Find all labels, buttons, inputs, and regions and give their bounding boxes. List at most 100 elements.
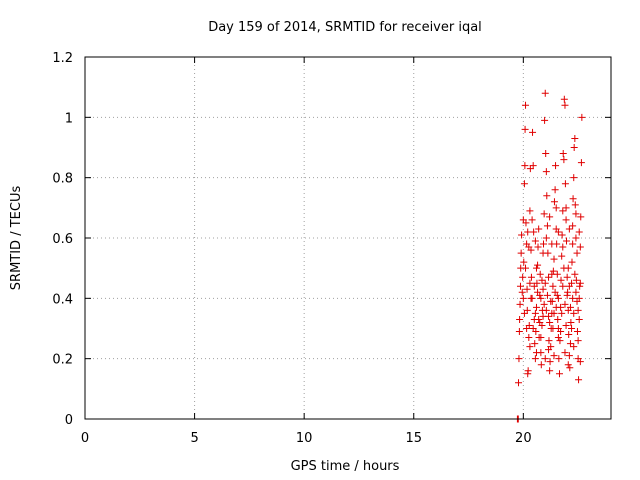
data-point [575,315,583,323]
y-tick-label: 0.4 [52,292,73,307]
data-point [572,210,580,218]
data-point [534,288,542,296]
data-point [552,204,560,212]
data-point [545,273,553,281]
data-point [516,300,524,308]
chart-title: Day 159 of 2014, SRMTID for receiver iqa… [208,20,482,35]
y-axis-label: SRMTID / TECUs [9,186,24,291]
data-point [568,258,576,266]
data-point [523,306,531,314]
data-point [541,279,549,287]
data-point [537,361,545,369]
data-point [576,279,584,287]
y-tick-label: 1 [65,111,73,126]
data-point [526,343,534,351]
data-point [532,264,540,272]
data-point [558,252,566,260]
data-point [523,325,531,332]
data-point [565,225,573,233]
data-point [557,276,565,284]
data-point [550,255,558,263]
data-point [537,294,545,302]
data-point [542,150,550,158]
data-point [530,228,538,236]
data-point [535,225,543,233]
data-point [516,315,524,323]
data-point [545,346,553,354]
data-point [529,128,537,136]
plot-frame [84,56,612,420]
data-point [515,355,523,363]
data-point [516,282,524,290]
data-point [529,162,537,170]
data-point [525,334,533,342]
data-point [572,288,580,296]
data-point [575,294,583,302]
data-point [554,315,562,323]
data-point [558,309,566,317]
data-point [543,291,551,299]
data-point [575,376,583,384]
data-point [543,222,551,230]
data-point [562,216,570,224]
x-axis-label: GPS time / hours [291,459,400,474]
data-point [520,309,528,317]
data-point [529,325,537,332]
data-point [578,113,586,121]
data-point [567,318,575,326]
data-point [518,231,526,239]
grid-lines [85,57,611,419]
data-point [551,186,559,194]
data-point [534,261,542,269]
y-tick-label: 0 [65,413,73,428]
data-point [521,125,529,133]
data-point [575,228,583,236]
data-point [515,328,523,336]
data-point [576,358,584,366]
data-point [561,349,569,357]
data-point [577,159,585,167]
data-point [539,249,547,257]
data-point [566,364,574,372]
data-point [536,318,544,326]
data-point [519,294,527,302]
data-point [541,355,549,363]
data-point [573,249,581,257]
data-point [540,210,548,218]
data-point [545,337,553,345]
data-point [563,237,571,245]
data-point [542,168,550,176]
data-point [566,303,574,311]
data-point [531,237,539,245]
data-point [561,300,569,308]
data-point [565,352,573,360]
data-point [542,306,550,314]
data-point [565,331,573,339]
data-point [522,219,530,227]
data-point [574,337,582,345]
data-point [552,303,560,311]
data-point [555,355,563,363]
data-point [576,243,584,251]
data-point [559,150,567,158]
data-point [547,297,555,305]
data-point [552,162,560,170]
data-point [565,282,573,290]
data-point [534,243,542,251]
data-point [559,207,567,215]
data-point [554,334,562,342]
data-point [542,234,550,242]
data-point [540,300,548,308]
data-point [548,240,556,248]
data-point [549,267,557,275]
data-point [528,216,536,224]
data-point [553,270,561,278]
data-point [572,276,580,284]
data-point [564,361,572,369]
data-point [531,355,539,363]
y-tick-label: 0.8 [52,172,73,187]
data-point [532,349,540,357]
data-point [536,270,544,278]
data-point [530,282,538,290]
